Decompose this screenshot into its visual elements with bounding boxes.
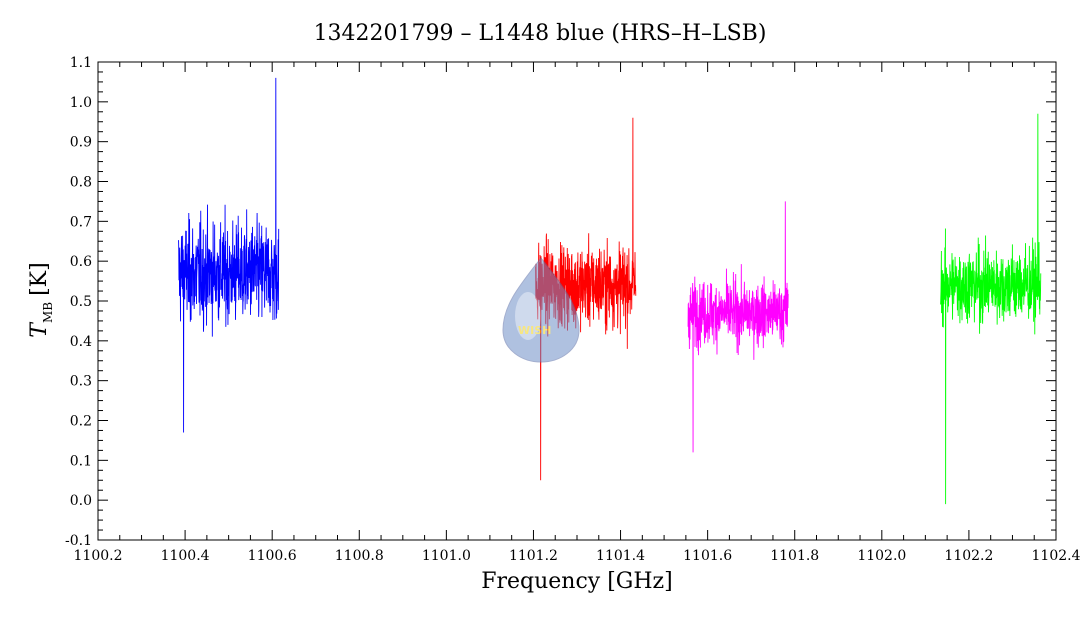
- series-line-4: [940, 113, 1042, 505]
- x-tick-label: 1101.0: [422, 548, 471, 564]
- chart-title: 1342201799 – L1448 blue (HRS–H–LSB): [314, 21, 767, 46]
- y-axis-label-sub: MB: [41, 302, 55, 323]
- y-tick-label: 0.4: [70, 334, 92, 350]
- drop-highlight: [515, 292, 541, 340]
- y-tick-label: 0.1: [70, 453, 92, 469]
- x-tick-label: 1100.8: [335, 548, 384, 564]
- x-tick-label: 1100.6: [248, 548, 297, 564]
- series-line-1: [178, 77, 280, 433]
- y-tick-label: 0.3: [70, 374, 92, 390]
- x-tick-label: 1100.4: [161, 548, 210, 564]
- x-tick-label: 1101.6: [683, 548, 732, 564]
- x-tick-label: 1102.2: [944, 548, 993, 564]
- y-tick-label: 1.0: [70, 95, 92, 111]
- y-tick-label: 0.8: [70, 175, 92, 191]
- y-axis-label: TMB [K]: [27, 262, 55, 337]
- series-layer: [178, 77, 1042, 505]
- y-tick-label: 0.2: [70, 414, 92, 430]
- y-tick-label: 0.5: [70, 294, 92, 310]
- y-tick-label: -0.1: [65, 533, 92, 549]
- series-line-3: [687, 201, 789, 453]
- y-tick-label: 0.6: [70, 254, 92, 270]
- x-tick-label: 1101.2: [509, 548, 558, 564]
- x-tick-label: 1101.4: [596, 548, 645, 564]
- wish-watermark: WISH: [502, 257, 580, 363]
- x-axis-label: Frequency [GHz]: [481, 569, 673, 594]
- watermark-label: WISH: [518, 324, 551, 337]
- svg-text:TMB[K]: TMB [K]: [27, 262, 55, 337]
- x-axis: 1100.2 1100.4 1100.6 1100.8 1101.0 1101.2 1101…: [74, 62, 1080, 564]
- y-tick-label: 0.9: [70, 135, 92, 151]
- x-tick-label: 1102.0: [857, 548, 906, 564]
- y-axis-label-main: T: [27, 321, 52, 338]
- x-tick-label: 1101.8: [770, 548, 819, 564]
- y-tick-label: 0.0: [70, 493, 92, 509]
- x-tick-label: 1102.4: [1032, 548, 1080, 564]
- y-tick-label: 1.1: [70, 55, 92, 71]
- y-tick-label: 0.7: [70, 214, 92, 230]
- y-axis: -0.1 0.0 0.1 0.2 0.3 0.4 0.5 0.6 0.7 0.8 0.9 1.0 1.1: [65, 55, 1056, 549]
- x-tick-label: 1100.2: [74, 548, 123, 564]
- drop-logo-icon: [502, 257, 580, 363]
- y-axis-label-unit: [K]: [27, 262, 52, 296]
